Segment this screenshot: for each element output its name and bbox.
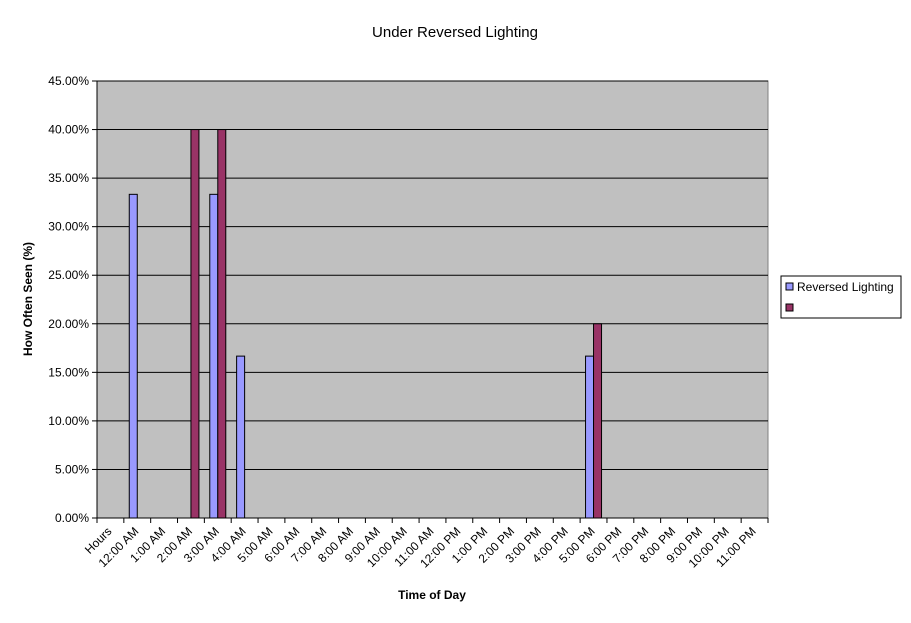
- y-tick-label: 20.00%: [48, 317, 89, 331]
- legend: Reversed Lighting: [780, 275, 902, 319]
- x-axis-title: Time of Day: [398, 588, 466, 602]
- bar-series-2: [190, 129, 200, 519]
- y-tick-label: 45.00%: [48, 74, 89, 88]
- legend-label-series-1: Reversed Lighting: [797, 280, 894, 294]
- legend-swatch-series-1: [785, 282, 794, 291]
- plot-area: [96, 80, 769, 519]
- y-axis: 0.00% 5.00% 10.00% 15.00% 20.00% 25.00% 30.00%…: [48, 74, 98, 525]
- y-tick-label: 30.00%: [48, 220, 89, 234]
- y-axis-title: How Often Seen (%): [21, 242, 35, 356]
- gridlines: [97, 80, 768, 470]
- y-tick-label: 0.00%: [55, 511, 89, 525]
- chart-title: Under Reversed Lighting: [372, 24, 538, 41]
- bar-series-1: [236, 355, 246, 519]
- bar-series-1: [209, 193, 219, 519]
- bars: [128, 129, 603, 519]
- y-tick-label: 15.00%: [48, 365, 89, 379]
- legend-box: [780, 275, 902, 319]
- y-tick-label: 25.00%: [48, 268, 89, 282]
- y-tick-label: 40.00%: [48, 123, 89, 137]
- y-tick-label: 5.00%: [55, 462, 89, 476]
- y-tick-label: 35.00%: [48, 171, 89, 185]
- legend-swatch-series-2: [785, 303, 794, 312]
- y-tick-label: 10.00%: [48, 414, 89, 428]
- bar-series-2: [593, 323, 603, 519]
- bar-series-1: [585, 355, 595, 519]
- bar-series-2: [217, 129, 227, 519]
- bar-series-1: [128, 193, 138, 519]
